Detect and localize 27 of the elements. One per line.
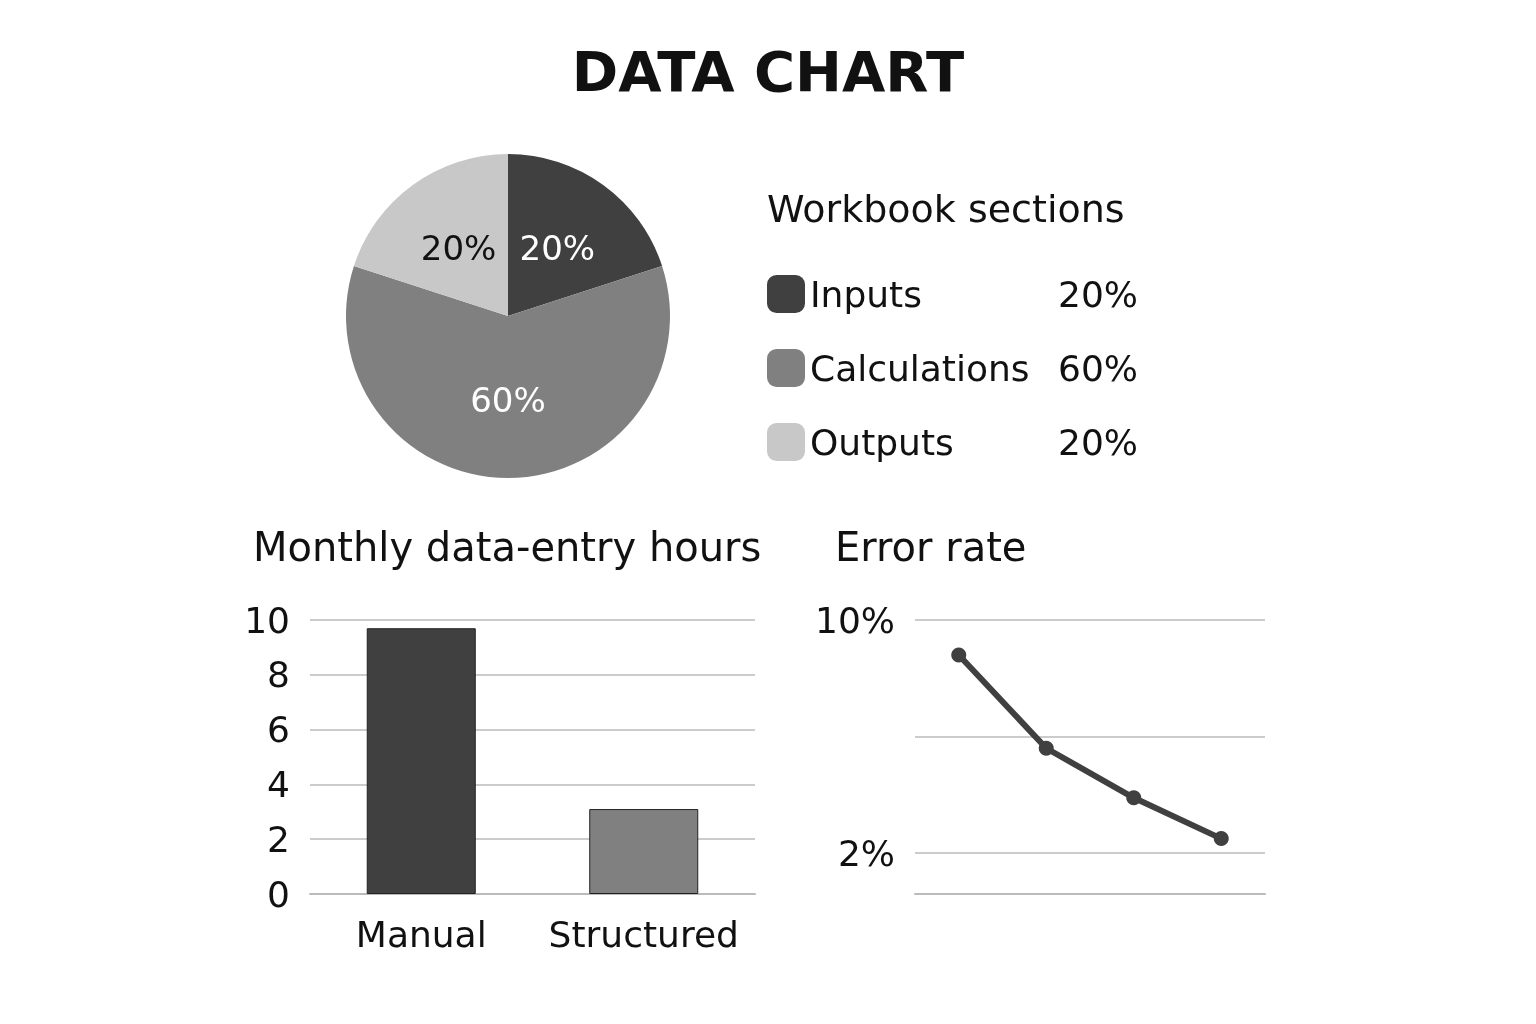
legend-label: Calculations xyxy=(810,347,1030,389)
legend-title: Workbook sections xyxy=(767,187,1125,231)
legend-label: Inputs xyxy=(810,273,922,315)
x-tick-label: Manual xyxy=(355,913,487,955)
chart-title: Monthly data-entry hours xyxy=(253,524,762,570)
text: 60% xyxy=(1058,347,1139,389)
y-tick-label: 2 xyxy=(267,818,290,860)
data-label: 60% xyxy=(470,380,546,420)
legend-label: Outputs xyxy=(810,421,954,463)
point xyxy=(1126,790,1142,806)
text: 20% xyxy=(1058,421,1139,463)
point xyxy=(951,647,967,663)
y-tick-label: 10 xyxy=(244,599,290,641)
data-label: 20% xyxy=(519,228,596,269)
y-tick-label: 2% xyxy=(837,832,895,874)
y-tick-label: 10% xyxy=(814,599,895,641)
chart-title: DATA CHART xyxy=(571,38,965,104)
data-label: 20% xyxy=(420,228,497,269)
chart-title: Error rate xyxy=(835,524,1027,570)
y-tick-label: 0 xyxy=(267,873,290,915)
point xyxy=(1038,740,1054,756)
y-tick-label: 6 xyxy=(267,709,290,751)
point xyxy=(1213,831,1229,847)
y-tick-label: 4 xyxy=(267,763,290,805)
x-tick-label: Structured xyxy=(548,913,739,955)
text: 20% xyxy=(1058,273,1139,315)
y-tick-label: 8 xyxy=(267,654,290,696)
